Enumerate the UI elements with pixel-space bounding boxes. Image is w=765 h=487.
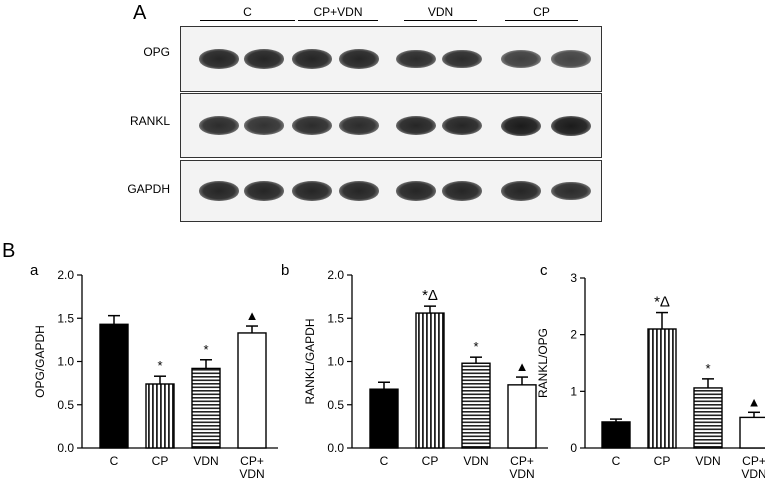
blot-label-rankl: RANKL [129, 114, 170, 128]
bar [145, 383, 175, 449]
blot-group-label: CP [533, 5, 550, 19]
x-tick-label: VDN [193, 454, 218, 468]
significance-marker: * [705, 361, 710, 376]
x-tick-label: VDN [695, 454, 720, 468]
chart-panel-letter: a [30, 262, 39, 279]
bar [191, 367, 221, 449]
blot-group-line [505, 20, 578, 21]
blot-group-label: CP+VDN [313, 5, 363, 19]
blot-band [396, 115, 436, 136]
y-axis-label: RANKL/GAPDH [303, 318, 317, 404]
bar [647, 328, 677, 449]
blot-band [244, 116, 284, 135]
significance-marker: ▲ [516, 359, 529, 374]
blot-band [442, 49, 482, 69]
blot-band [551, 181, 591, 201]
y-tick-label: 0.5 [327, 398, 344, 412]
x-tick-label: CP [152, 454, 169, 468]
x-tick-label: CP [654, 454, 671, 468]
chart-panel-letter: b [281, 262, 289, 279]
significance-marker: *Δ [422, 287, 438, 304]
blot-band [396, 49, 436, 69]
bar [693, 387, 723, 449]
y-tick-label: 3 [570, 271, 577, 285]
blot-group-line [298, 20, 378, 21]
x-tick-label: C [110, 454, 119, 468]
y-tick-label: 1.0 [57, 355, 74, 369]
blot-band [396, 181, 436, 201]
blot-group-line [404, 20, 477, 21]
y-tick-label: 0.0 [327, 441, 344, 455]
western-blot-gapdh [180, 160, 602, 222]
chart-panel-letter: c [540, 262, 548, 279]
western-blot-opg [180, 26, 602, 92]
x-tick-label: CP [422, 454, 439, 468]
x-tick-label: CP+ [510, 454, 534, 468]
significance-marker: ▲ [246, 308, 259, 323]
y-tick-label: 1.5 [57, 311, 74, 325]
y-axis-label: OPG/GAPDH [33, 325, 47, 398]
blot-band [292, 181, 332, 201]
blot-band [199, 49, 239, 69]
bar [369, 388, 399, 449]
x-tick-label: VDN [239, 467, 264, 481]
blot-band [199, 181, 239, 201]
y-tick-label: 1 [570, 384, 577, 398]
significance-marker: * [203, 342, 208, 357]
blot-label-gapdh: GAPDH [127, 182, 170, 196]
blot-band [501, 115, 541, 136]
x-tick-label: C [380, 454, 389, 468]
bar [739, 416, 765, 449]
x-tick-label: VDN [463, 454, 488, 468]
blot-band [442, 181, 482, 201]
significance-marker: * [157, 358, 162, 373]
y-axis-label: RANKL/OPG [536, 328, 550, 398]
bar [601, 421, 631, 449]
blot-band [339, 181, 379, 201]
bar [507, 384, 537, 449]
x-tick-label: C [612, 454, 621, 468]
bar [99, 323, 129, 449]
blot-band [551, 50, 591, 68]
blot-band [244, 49, 284, 69]
significance-marker: ▲ [748, 394, 761, 409]
bar [415, 312, 445, 449]
significance-marker: *Δ [654, 294, 670, 311]
blot-band [244, 181, 284, 201]
x-tick-label: VDN [741, 467, 765, 481]
y-tick-label: 0 [570, 441, 577, 455]
blot-band [199, 116, 239, 135]
blot-group-label: C [243, 5, 252, 19]
y-tick-label: 0.5 [57, 398, 74, 412]
y-tick-label: 1.0 [327, 355, 344, 369]
blot-band [501, 50, 541, 68]
blot-band [339, 49, 379, 69]
blot-label-opg: OPG [143, 45, 170, 59]
blot-band [292, 116, 332, 135]
western-blot-rankl [180, 93, 602, 158]
x-tick-label: CP+ [742, 454, 765, 468]
y-tick-label: 1.5 [327, 311, 344, 325]
y-tick-label: 0.0 [57, 441, 74, 455]
y-tick-label: 2.0 [327, 268, 344, 282]
panel-label-a: A [133, 2, 147, 24]
blot-band [551, 115, 591, 136]
blot-band [442, 115, 482, 136]
bar [461, 362, 491, 449]
blot-group-line [200, 20, 295, 21]
blot-band [339, 116, 379, 135]
y-tick-label: 2.0 [57, 268, 74, 282]
bar [237, 332, 267, 449]
significance-marker: * [473, 339, 478, 354]
blot-band [501, 181, 541, 201]
x-tick-label: VDN [509, 467, 534, 481]
panel-label-b: B [2, 240, 16, 262]
bar-chart-rankl-gapdh: b 0.0 0.5 1.0 1.5 2.0 RANKL/GAPDH C *Δ CP * VDN ▲ CP+… [281, 262, 548, 481]
blot-group-label: VDN [427, 5, 454, 19]
y-tick-label: 2 [570, 328, 577, 342]
x-tick-label: CP+ [240, 454, 264, 468]
blot-band [292, 49, 332, 69]
